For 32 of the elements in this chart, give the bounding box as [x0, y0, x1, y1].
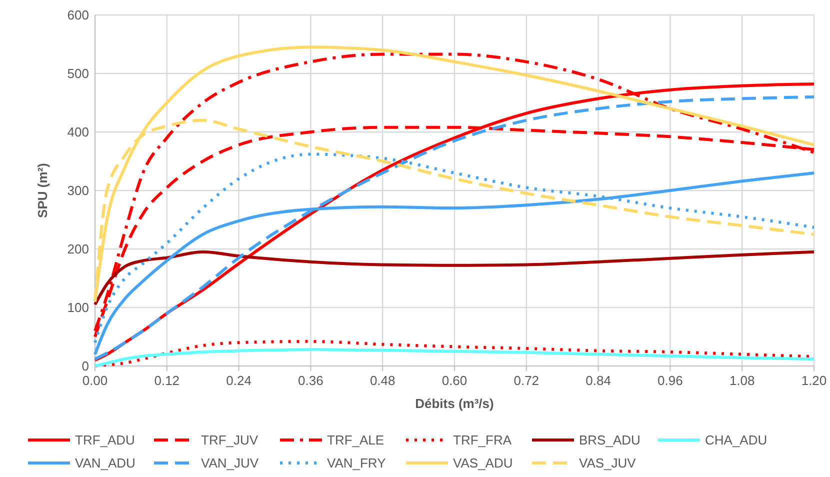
x-tick-label: 1.08 — [729, 373, 755, 388]
legend-label: VAS_ADU — [453, 456, 513, 471]
legend-label: TRF_FRA — [453, 432, 512, 448]
x-tick-label: 0.36 — [298, 373, 324, 388]
legend-label: VAN_ADU — [75, 456, 136, 471]
x-tick-label: 0.48 — [370, 373, 396, 388]
legend-label: VAS_JUV — [579, 456, 636, 471]
legend-label: VAN_JUV — [201, 456, 259, 471]
legend-label: TRF_JUV — [201, 432, 258, 448]
x-tick-label: 0.00 — [82, 373, 108, 388]
x-tick-label: 0.24 — [226, 373, 252, 388]
legend-label: TRF_ALE — [327, 432, 384, 448]
x-tick-label: 0.72 — [514, 373, 540, 388]
y-tick-label: 200 — [67, 242, 89, 257]
y-tick-label: 400 — [67, 124, 89, 140]
x-tick-label: 0.60 — [442, 373, 468, 388]
x-tick-label: 0.12 — [154, 373, 180, 388]
y-tick-label: 300 — [67, 183, 89, 198]
y-tick-label: 600 — [67, 8, 89, 23]
y-axis-title: SPU (m²) — [35, 163, 50, 218]
x-axis-title: Débits (m³/s) — [415, 396, 494, 411]
x-tick-label: 0.84 — [586, 373, 611, 388]
legend-label: TRF_ADU — [75, 432, 135, 448]
y-tick-label: 500 — [67, 66, 89, 82]
x-tick-label: 0.96 — [658, 373, 683, 388]
legend-label: VAN_FRY — [327, 456, 386, 471]
y-tick-label: 0 — [82, 358, 89, 374]
x-tick-label: 1.20 — [801, 373, 827, 388]
legend-label: CHA_ADU — [705, 432, 768, 448]
legend-label: BRS_ADU — [579, 432, 640, 448]
y-tick-label: 100 — [67, 300, 89, 316]
line-series — [94, 250, 816, 306]
